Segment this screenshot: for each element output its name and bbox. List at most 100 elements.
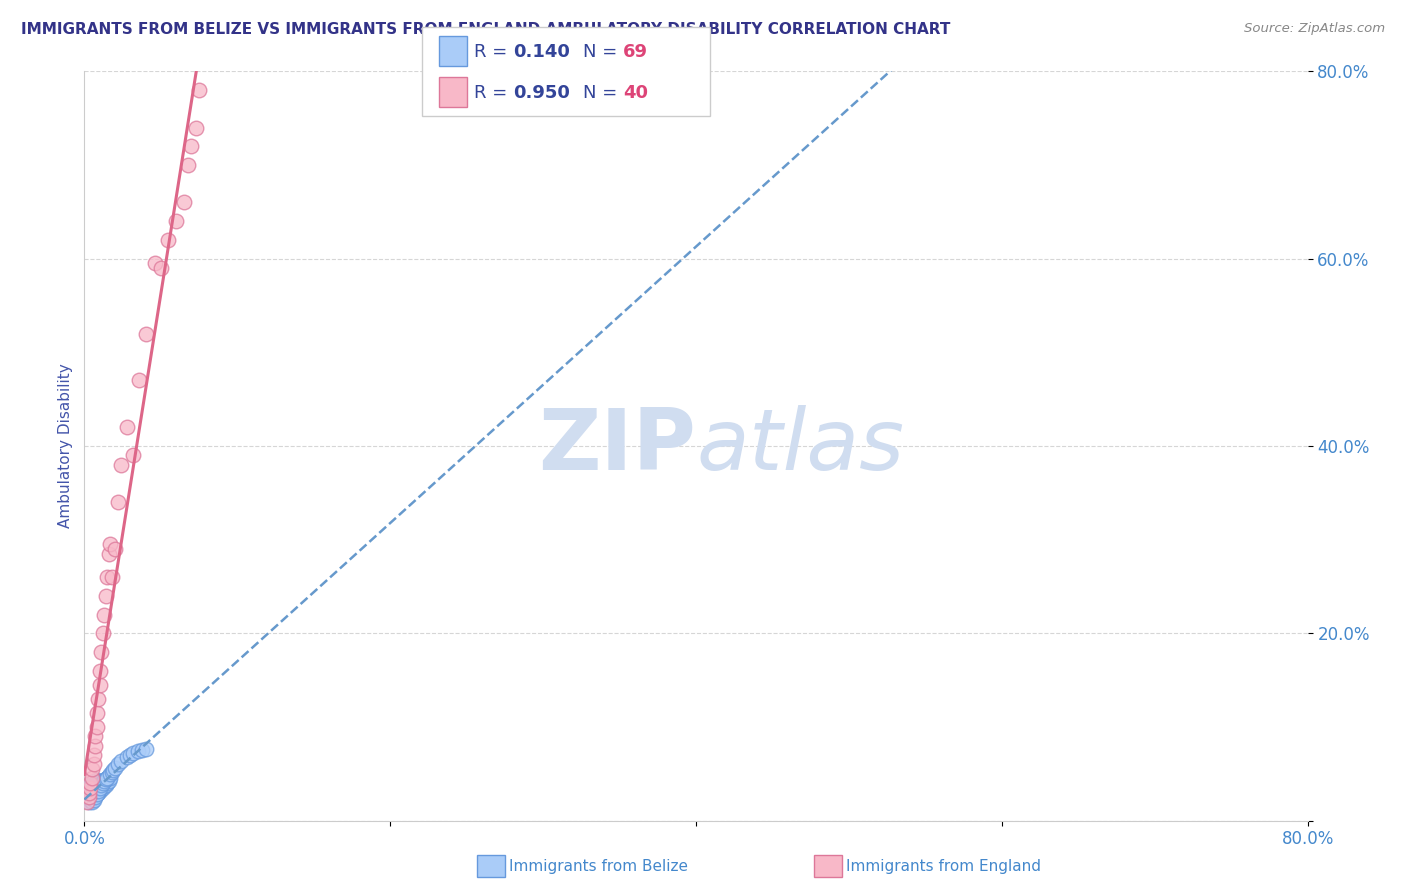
Point xyxy=(96,776,118,790)
Text: Immigrants from Belize: Immigrants from Belize xyxy=(509,859,688,873)
Point xyxy=(77,786,100,800)
Point xyxy=(97,769,120,783)
Text: Immigrants from England: Immigrants from England xyxy=(846,859,1042,873)
Point xyxy=(110,458,132,472)
Point xyxy=(84,786,107,800)
Text: Source: ZipAtlas.com: Source: ZipAtlas.com xyxy=(1244,22,1385,36)
Y-axis label: Ambulatory Disability: Ambulatory Disability xyxy=(58,364,73,528)
Point xyxy=(93,774,115,789)
Point xyxy=(80,772,103,786)
Point xyxy=(76,795,98,809)
Point xyxy=(84,783,107,797)
Point xyxy=(91,776,114,790)
Point xyxy=(165,214,187,228)
Point xyxy=(77,790,100,805)
Point xyxy=(87,692,110,706)
Point xyxy=(84,730,107,744)
Point xyxy=(94,589,117,603)
Text: N =: N = xyxy=(583,43,617,61)
Point xyxy=(131,743,153,757)
Point xyxy=(127,744,149,758)
Text: 69: 69 xyxy=(623,43,648,61)
Point xyxy=(98,537,121,551)
Point xyxy=(97,547,120,561)
Text: 0.140: 0.140 xyxy=(513,43,569,61)
Point xyxy=(79,778,101,792)
Point xyxy=(94,772,117,787)
Point xyxy=(76,786,98,800)
Point xyxy=(80,762,103,776)
Point xyxy=(79,780,101,795)
Point xyxy=(83,783,105,797)
Point xyxy=(96,570,118,584)
Point xyxy=(188,83,211,97)
Point xyxy=(77,780,100,795)
Text: atlas: atlas xyxy=(696,404,904,488)
Point xyxy=(86,706,108,720)
Point xyxy=(86,788,108,802)
Point xyxy=(184,120,207,135)
Point xyxy=(115,750,138,764)
Point xyxy=(84,739,107,753)
Point xyxy=(87,786,110,800)
Point xyxy=(80,795,103,809)
Point xyxy=(89,783,111,797)
Point xyxy=(97,774,120,789)
Point xyxy=(84,776,107,790)
Point xyxy=(96,771,118,785)
Point xyxy=(87,783,110,797)
Point xyxy=(96,771,118,785)
Point xyxy=(86,720,108,734)
Point xyxy=(173,195,195,210)
Point xyxy=(149,261,172,276)
Point xyxy=(91,775,114,789)
Point xyxy=(101,764,124,779)
Point xyxy=(94,772,117,787)
Point xyxy=(86,773,108,788)
Point xyxy=(107,495,129,509)
Point xyxy=(143,256,166,270)
Point xyxy=(84,790,107,805)
Point xyxy=(86,778,108,792)
Text: 40: 40 xyxy=(623,84,648,102)
Point xyxy=(83,793,105,807)
Point xyxy=(89,678,111,692)
Point xyxy=(80,789,103,803)
Point xyxy=(79,776,101,790)
Point xyxy=(79,788,101,802)
Point xyxy=(80,790,103,805)
Point xyxy=(104,761,127,775)
Text: 0.950: 0.950 xyxy=(513,84,569,102)
Point xyxy=(83,774,105,789)
Point xyxy=(135,742,157,756)
Point xyxy=(90,778,112,792)
Point xyxy=(90,776,112,790)
Point xyxy=(128,374,150,388)
Point xyxy=(98,767,121,781)
Text: ZIP: ZIP xyxy=(538,404,696,488)
Point xyxy=(83,779,105,793)
Text: R =: R = xyxy=(474,84,508,102)
Point xyxy=(94,778,117,792)
Point xyxy=(80,776,103,790)
Point xyxy=(83,747,105,762)
Point xyxy=(86,782,108,797)
Point xyxy=(103,763,125,777)
Point xyxy=(87,780,110,795)
Point xyxy=(104,542,127,557)
Point xyxy=(91,780,114,795)
Point xyxy=(77,795,100,809)
Point xyxy=(86,788,108,802)
Point xyxy=(79,793,101,807)
Point xyxy=(93,607,115,622)
Point xyxy=(89,779,111,793)
Text: N =: N = xyxy=(583,84,617,102)
Point xyxy=(83,757,105,772)
Point xyxy=(93,773,115,788)
Text: IMMIGRANTS FROM BELIZE VS IMMIGRANTS FROM ENGLAND AMBULATORY DISABILITY CORRELAT: IMMIGRANTS FROM BELIZE VS IMMIGRANTS FRO… xyxy=(21,22,950,37)
Point xyxy=(135,326,157,341)
Point xyxy=(80,780,103,795)
Point xyxy=(110,754,132,768)
Point xyxy=(91,626,114,640)
Point xyxy=(79,782,101,797)
